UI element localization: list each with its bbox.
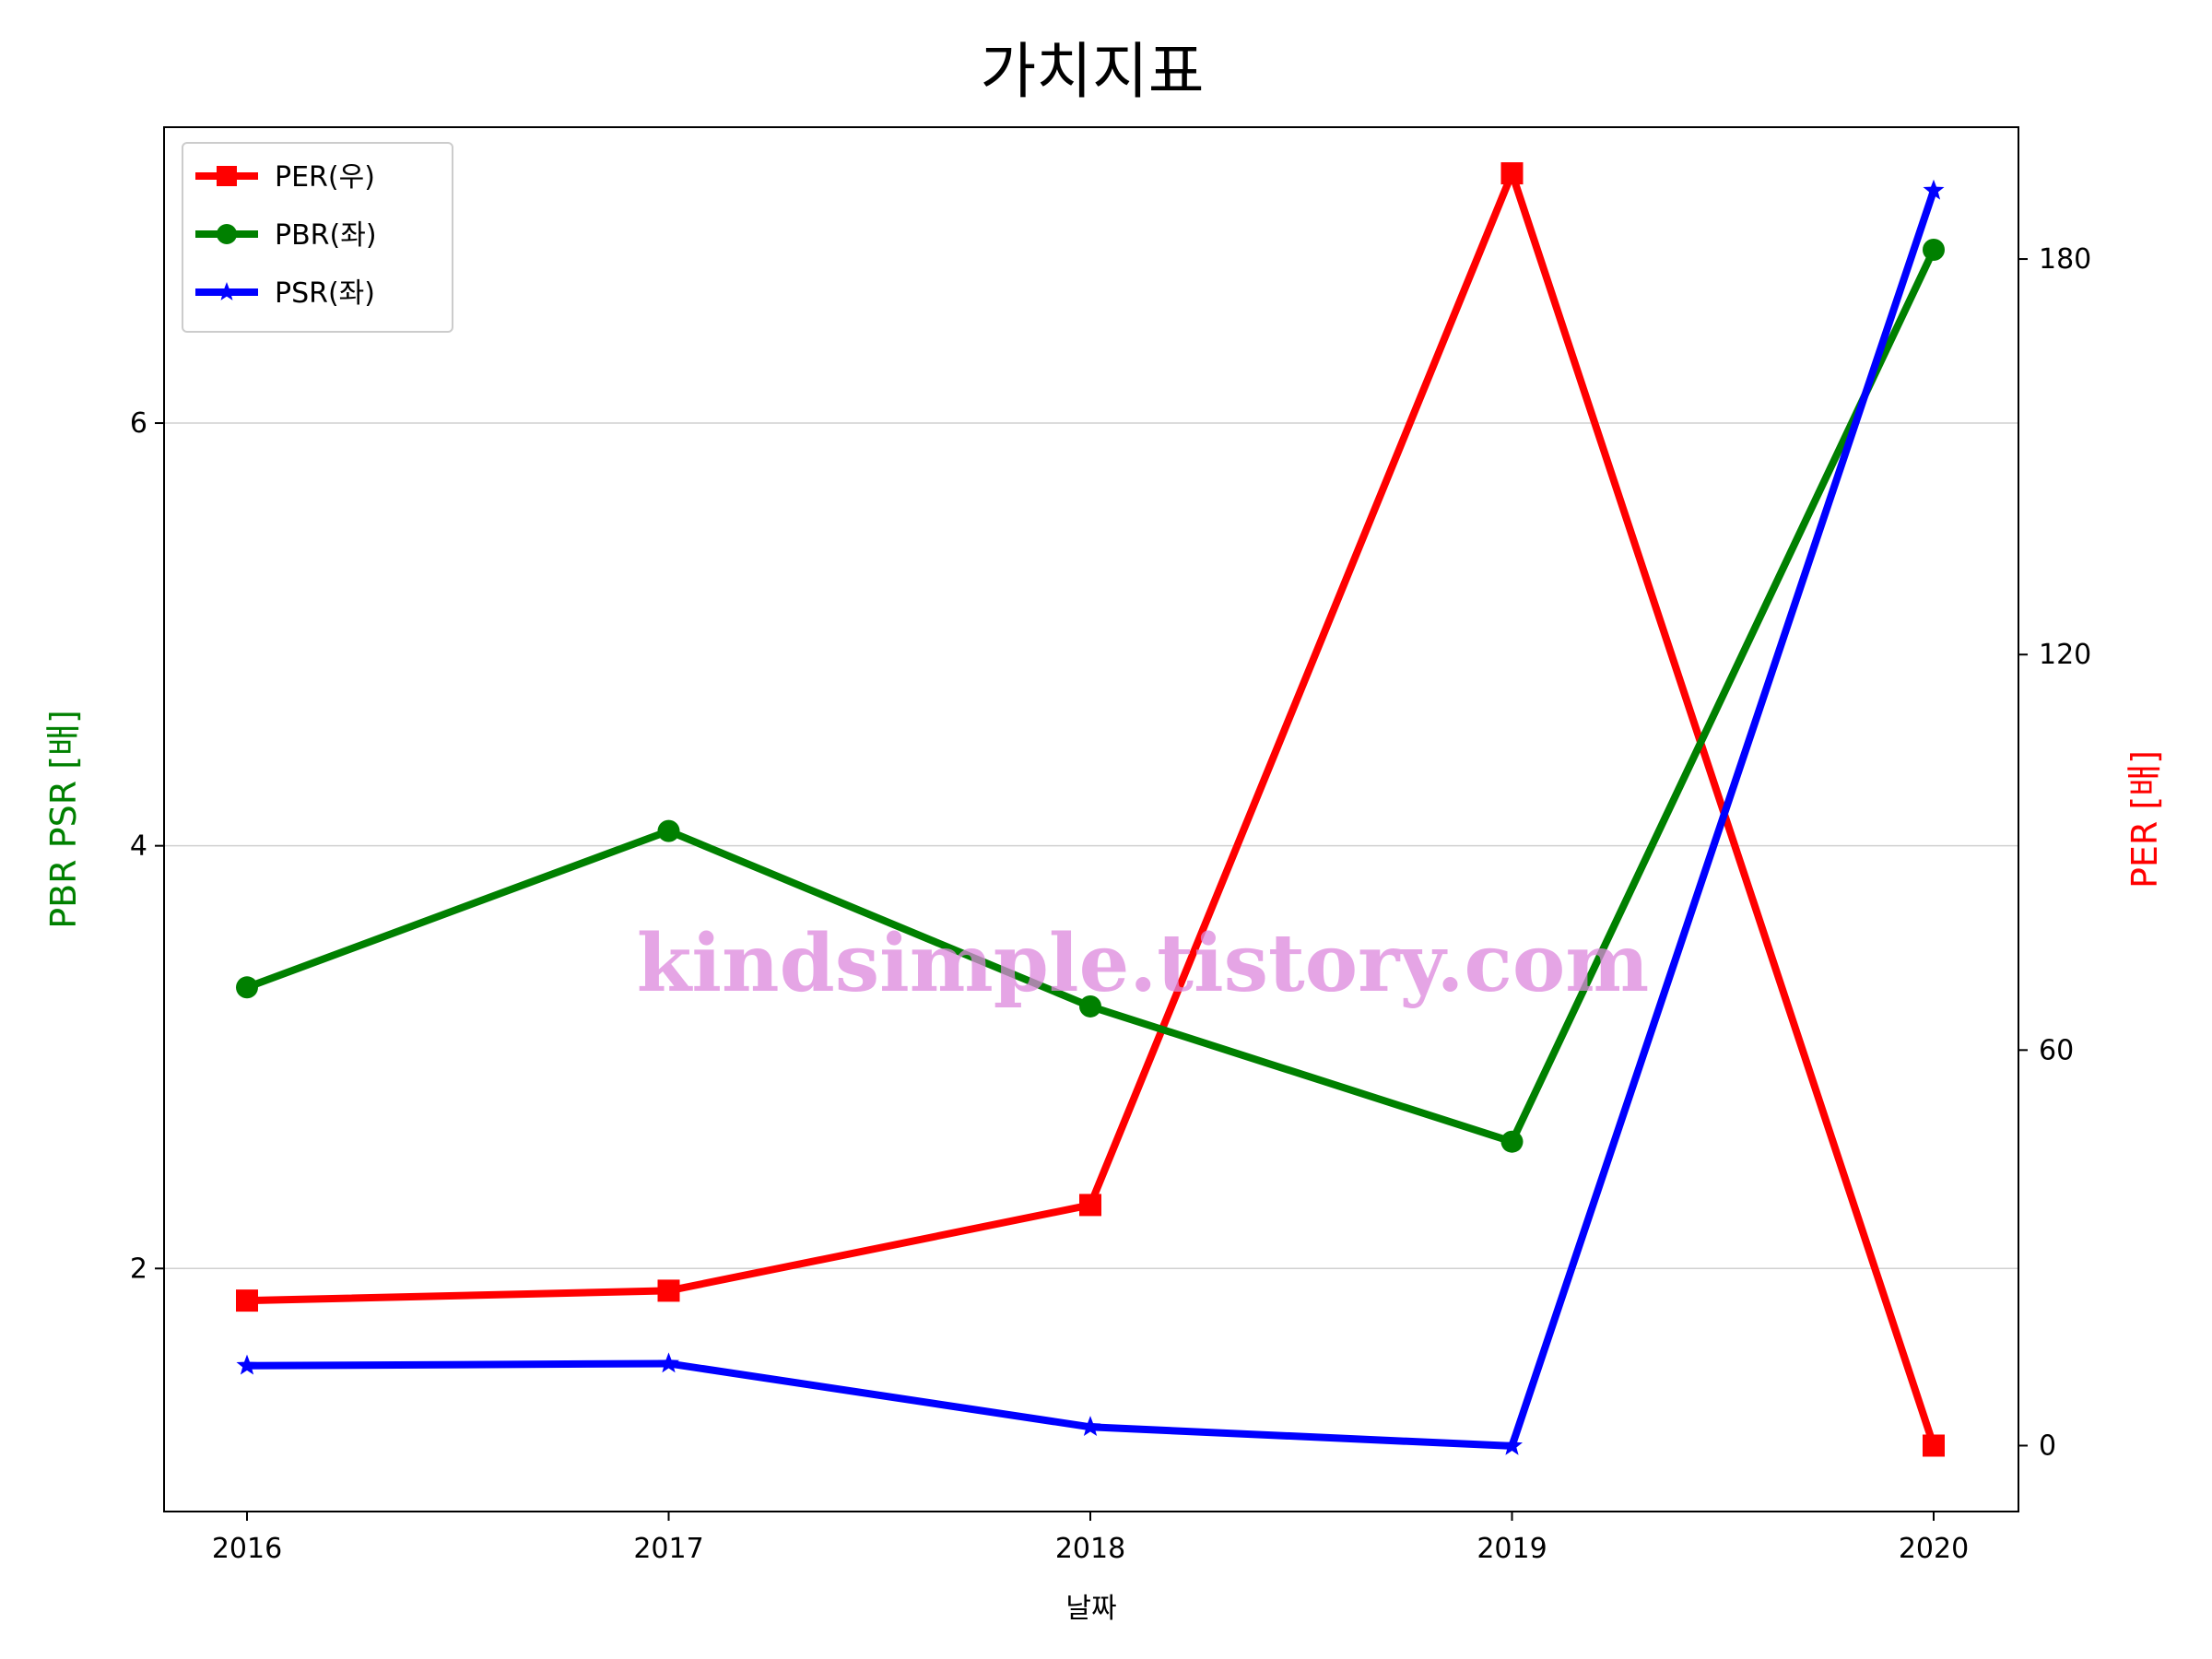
legend-marker-per <box>217 166 237 186</box>
y-axis-left-label: PBR PSR [배] <box>43 710 84 929</box>
series-line-per <box>246 162 1937 1447</box>
x-axis-label: 날짜 <box>1065 1593 1116 1625</box>
data-point-pbr <box>1079 994 1101 1018</box>
data-point-psr <box>236 1354 258 1375</box>
legend-label-per: PER(우) <box>275 161 375 194</box>
chart-title: 가치지표 <box>981 36 1205 107</box>
data-point-pbr <box>1500 1130 1524 1153</box>
y-left-tick-label: 6 <box>130 407 147 440</box>
series-layer <box>236 162 1945 1457</box>
x-tick-label: 2016 <box>212 1533 282 1565</box>
legend-label-psr: PSR(좌) <box>275 277 375 310</box>
data-point-psr <box>657 1352 680 1373</box>
x-tick-label: 2019 <box>1477 1533 1547 1565</box>
data-point-per <box>1079 1194 1101 1217</box>
watermark-text: kindsimple.tistory.com <box>637 917 1649 1010</box>
y-right-tick-label: 180 <box>2039 243 2091 276</box>
y-left-tick-label: 2 <box>130 1253 147 1285</box>
legend-marker-psr <box>217 282 237 300</box>
data-point-psr <box>1079 1416 1101 1437</box>
x-tick-label: 2018 <box>1055 1533 1125 1565</box>
grid-lines <box>164 422 2018 1270</box>
data-point-per <box>657 1279 680 1302</box>
legend-box <box>182 142 453 333</box>
y-right-tick-label: 60 <box>2039 1034 2074 1066</box>
data-point-psr <box>1923 179 1945 200</box>
data-point-pbr <box>657 819 680 842</box>
data-point-pbr <box>1923 239 1945 262</box>
data-point-per <box>1923 1434 1945 1457</box>
legend: PER(우) PBR(좌) PSR(좌) <box>182 142 453 333</box>
y-axis-right-label: PER [배] <box>2124 750 2165 888</box>
y-right-tick-label: 120 <box>2039 639 2091 671</box>
data-point-pbr <box>236 976 258 999</box>
series-line-psr <box>246 189 1937 1451</box>
x-tick-label: 2020 <box>1899 1533 1969 1565</box>
legend-label-pbr: PBR(좌) <box>275 219 377 252</box>
legend-marker-pbr <box>217 224 237 244</box>
data-point-per <box>236 1289 258 1312</box>
y-right-tick-label: 0 <box>2039 1430 2056 1462</box>
plot-area <box>163 126 2019 1512</box>
data-point-psr <box>1500 1434 1524 1455</box>
data-point-per <box>1500 162 1524 185</box>
y-left-tick-label: 4 <box>130 830 147 863</box>
x-tick-label: 2017 <box>633 1533 703 1565</box>
